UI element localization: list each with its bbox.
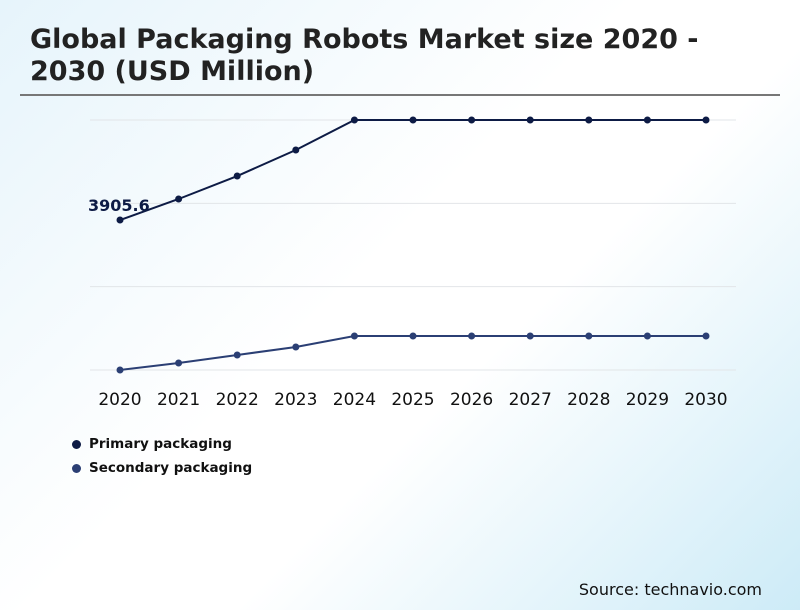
data-point <box>585 116 593 124</box>
data-point <box>233 172 241 180</box>
data-point <box>175 195 183 203</box>
legend-marker-icon <box>72 439 81 449</box>
data-point <box>702 332 710 340</box>
data-point <box>468 332 476 340</box>
data-point <box>350 332 358 340</box>
x-tick-label: 2025 <box>391 390 434 410</box>
data-point <box>350 116 358 124</box>
data-point <box>116 216 124 224</box>
data-point <box>116 366 124 374</box>
data-label: 3905.6 <box>88 196 150 215</box>
series-line-primary <box>119 119 706 221</box>
legend-label: Primary packaging <box>89 436 232 452</box>
x-tick-label: 2021 <box>157 390 200 410</box>
data-point <box>409 332 417 340</box>
data-point <box>526 332 534 340</box>
x-tick-label: 2030 <box>684 390 727 410</box>
x-tick-label: 2027 <box>509 390 552 410</box>
title-divider <box>20 94 780 96</box>
data-point <box>409 116 417 124</box>
data-point <box>292 343 300 351</box>
x-tick-label: 2028 <box>567 390 610 410</box>
legend-marker-icon <box>72 463 81 473</box>
data-point <box>175 359 183 367</box>
data-point <box>643 116 651 124</box>
x-tick-label: 2024 <box>333 390 376 410</box>
data-point <box>585 332 593 340</box>
x-tick-label: 2020 <box>98 390 141 410</box>
series-line-secondary <box>119 335 706 371</box>
x-tick-label: 2026 <box>450 390 493 410</box>
data-point <box>643 332 651 340</box>
data-point <box>468 116 476 124</box>
data-point <box>292 146 300 154</box>
data-point <box>233 351 241 359</box>
chart-title: Global Packaging Robots Market size 2020… <box>30 24 699 87</box>
x-tick-label: 2022 <box>216 390 259 410</box>
data-point <box>526 116 534 124</box>
legend-item-secondary: Secondary packaging <box>72 460 252 476</box>
legend-item-primary: Primary packaging <box>72 436 232 452</box>
x-tick-label: 2023 <box>274 390 317 410</box>
x-tick-label: 2029 <box>626 390 669 410</box>
legend-label: Secondary packaging <box>89 460 253 476</box>
source-note: Source: technavio.com <box>578 580 762 599</box>
data-point <box>702 116 710 124</box>
